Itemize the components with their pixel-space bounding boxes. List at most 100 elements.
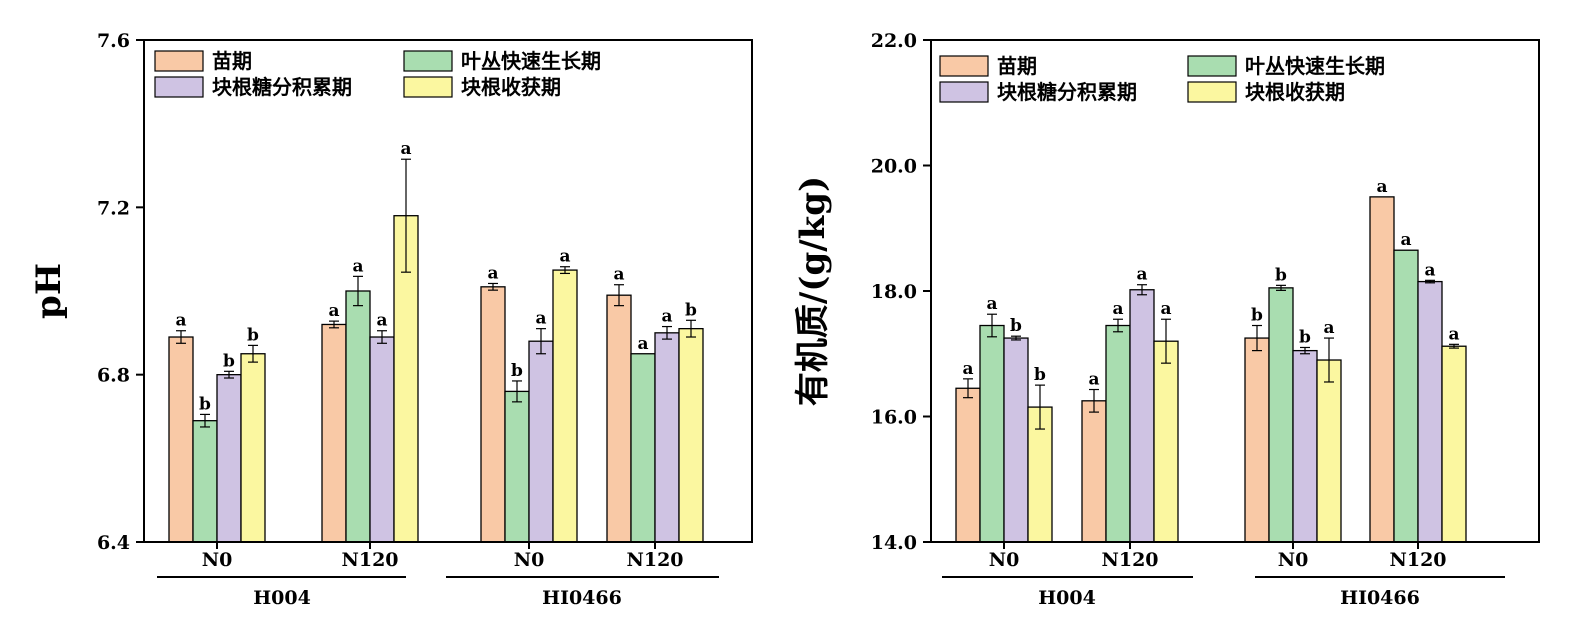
bar bbox=[1153, 340, 1179, 543]
bar bbox=[979, 324, 1005, 543]
bar bbox=[321, 323, 347, 543]
bar bbox=[1316, 359, 1342, 543]
y-axis-label: pH bbox=[29, 263, 69, 319]
significance-label: a bbox=[487, 263, 498, 283]
x-tick-label: N120 bbox=[341, 549, 398, 571]
legend-swatch bbox=[154, 76, 204, 98]
significance-label: a bbox=[400, 139, 411, 159]
bar bbox=[1105, 324, 1131, 543]
bar bbox=[369, 336, 395, 543]
significance-label: b bbox=[1275, 265, 1287, 285]
significance-label: a bbox=[1448, 324, 1459, 344]
y-tick-label: 22.0 bbox=[871, 30, 917, 52]
legend-swatch bbox=[403, 50, 453, 72]
legend-swatch bbox=[939, 55, 989, 77]
plot-frame bbox=[143, 39, 753, 543]
significance-label: b bbox=[1034, 365, 1046, 385]
group-label: H004 bbox=[1038, 587, 1096, 609]
bar bbox=[1417, 280, 1443, 543]
significance-label: a bbox=[1136, 265, 1147, 285]
x-tick-label: N0 bbox=[1278, 549, 1309, 571]
x-tick-label: N0 bbox=[989, 549, 1020, 571]
bar bbox=[1292, 349, 1318, 543]
legend-label: 苗期 bbox=[212, 49, 252, 73]
significance-label: b bbox=[247, 325, 259, 345]
bar bbox=[1393, 249, 1419, 543]
significance-label: a bbox=[328, 301, 339, 321]
legend-label: 块根糖分积累期 bbox=[997, 80, 1137, 104]
bar bbox=[480, 286, 506, 543]
significance-label: b bbox=[685, 300, 697, 320]
legend-swatch bbox=[1187, 55, 1237, 77]
y-tick-label: 14.0 bbox=[871, 532, 917, 554]
legend-label: 块根糖分积累期 bbox=[212, 75, 352, 99]
bar bbox=[955, 387, 981, 543]
bar bbox=[528, 340, 554, 543]
bar bbox=[216, 374, 242, 543]
bar bbox=[630, 353, 656, 543]
y-tick-label: 18.0 bbox=[871, 281, 917, 303]
bar bbox=[1081, 400, 1107, 543]
bar bbox=[654, 332, 680, 543]
significance-label: a bbox=[376, 311, 387, 331]
significance-label: b bbox=[511, 361, 523, 381]
significance-label: a bbox=[613, 265, 624, 285]
bar bbox=[1003, 337, 1029, 543]
significance-label: a bbox=[1160, 299, 1171, 319]
y-tick-label: 6.4 bbox=[97, 532, 130, 554]
legend-label: 叶丛快速生长期 bbox=[1245, 54, 1385, 78]
legend-label: 叶丛快速生长期 bbox=[461, 49, 601, 73]
legend-label: 块根收获期 bbox=[1245, 80, 1345, 104]
bar bbox=[1369, 196, 1395, 543]
y-tick-label: 6.8 bbox=[97, 365, 130, 387]
group-label: HI0466 bbox=[542, 587, 622, 609]
significance-label: a bbox=[661, 307, 672, 327]
legend-swatch bbox=[1187, 81, 1237, 103]
significance-label: a bbox=[535, 309, 546, 329]
significance-label: b bbox=[223, 351, 235, 371]
significance-label: a bbox=[1376, 177, 1387, 197]
bar bbox=[192, 420, 218, 543]
group-label: HI0466 bbox=[1340, 587, 1420, 609]
significance-label: a bbox=[1088, 370, 1099, 390]
x-tick-label: N0 bbox=[514, 549, 545, 571]
bar bbox=[240, 353, 266, 543]
group-label: H004 bbox=[253, 587, 311, 609]
legend-swatch bbox=[403, 76, 453, 98]
significance-label: a bbox=[1424, 260, 1435, 280]
significance-label: a bbox=[1112, 299, 1123, 319]
bar bbox=[168, 336, 194, 543]
significance-label: a bbox=[1323, 318, 1334, 338]
bar bbox=[1268, 287, 1294, 543]
legend-label: 苗期 bbox=[997, 54, 1037, 78]
bar bbox=[1129, 289, 1155, 543]
y-tick-label: 7.6 bbox=[97, 30, 130, 52]
x-tick-label: N120 bbox=[1101, 549, 1158, 571]
significance-label: a bbox=[352, 256, 363, 276]
x-tick-label: N120 bbox=[1389, 549, 1446, 571]
x-tick-label: N120 bbox=[626, 549, 683, 571]
bar bbox=[606, 294, 632, 543]
significance-label: a bbox=[559, 247, 570, 267]
significance-label: b bbox=[1010, 316, 1022, 336]
significance-label: a bbox=[1400, 230, 1411, 250]
bar bbox=[504, 390, 530, 543]
y-axis-label: 有机质/(g/kg) bbox=[793, 176, 833, 406]
bar bbox=[1441, 345, 1467, 543]
significance-label: a bbox=[986, 294, 997, 314]
significance-label: b bbox=[199, 394, 211, 414]
bar bbox=[1244, 337, 1270, 543]
significance-label: a bbox=[175, 311, 186, 331]
significance-label: a bbox=[637, 334, 648, 354]
significance-label: b bbox=[1299, 327, 1311, 347]
y-tick-label: 16.0 bbox=[871, 407, 917, 429]
significance-label: a bbox=[962, 359, 973, 379]
bar bbox=[678, 327, 704, 543]
significance-label: b bbox=[1251, 306, 1263, 326]
y-tick-label: 20.0 bbox=[871, 156, 917, 178]
legend-swatch bbox=[939, 81, 989, 103]
y-tick-label: 7.2 bbox=[97, 197, 130, 219]
